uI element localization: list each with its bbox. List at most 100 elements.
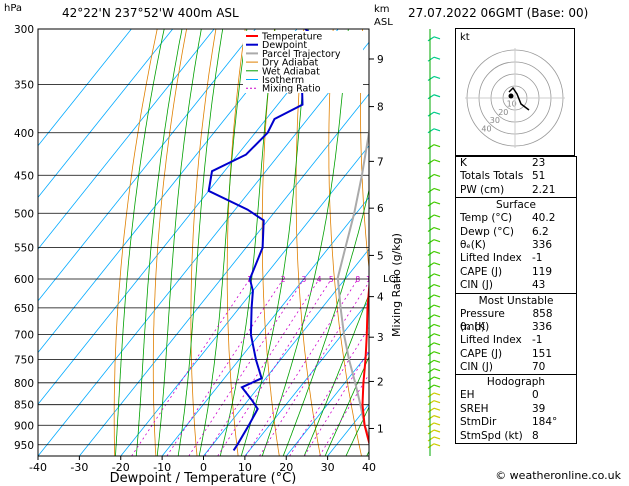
wind-barb — [433, 422, 441, 426]
wind-barb — [427, 284, 435, 290]
legend-entry: Parcel Trajectory — [262, 49, 341, 60]
wind-barb — [427, 351, 435, 357]
mixing-ratio-line — [304, 349, 369, 456]
pressure-tick-label: 850 — [14, 400, 34, 412]
wet-adiabat-line — [324, 355, 369, 456]
wind-barb — [433, 56, 441, 60]
row-label: CAPE (J) — [460, 347, 503, 360]
wet-adiabat-line — [303, 292, 369, 456]
dry-adiabat-line — [295, 29, 321, 456]
lcl-label: LCL — [383, 274, 402, 285]
isotherm-line — [120, 145, 369, 456]
wind-barb — [433, 111, 441, 115]
pressure-tick-label: 750 — [14, 355, 34, 367]
row-value: 43 — [532, 279, 546, 292]
row-label: PW (cm) — [460, 183, 505, 196]
hodograph-table-title: Hodograph — [456, 374, 576, 389]
isotherm-line — [38, 29, 298, 354]
wind-barb — [427, 443, 435, 449]
mixing-ratio-label: 5 — [329, 275, 334, 284]
dry-adiabat-line — [360, 29, 369, 272]
mixing-ratio-label: 8 — [355, 275, 360, 284]
row-value: 336 — [532, 320, 553, 333]
wind-barb — [433, 144, 441, 148]
table-row: CIN (J) 70 — [456, 361, 576, 374]
km-tick-label: 5 — [377, 250, 384, 262]
wind-barb — [427, 144, 435, 150]
most-unstable-title: Most Unstable — [456, 292, 576, 308]
dry-adiabat-line — [152, 29, 187, 456]
isotherm-line — [38, 29, 132, 147]
mixing-ratio-axis-label: Mixing Ratio (g/kg) — [390, 233, 403, 337]
wind-barb — [433, 384, 441, 388]
km-tick-label: 1 — [377, 423, 384, 435]
legend-entry: Dry Adiabat — [262, 58, 319, 69]
wind-barb — [427, 422, 435, 428]
isotherm-line — [38, 29, 256, 302]
wind-barb — [433, 443, 441, 447]
wind-barb — [427, 407, 435, 413]
table-row: CAPE (J) 119 — [456, 266, 576, 279]
row-label: Lifted Index — [460, 334, 522, 347]
temp-tick-label: -40 — [29, 461, 47, 474]
wind-barb — [433, 75, 441, 80]
wind-barb — [427, 111, 435, 117]
wind-barb — [433, 392, 441, 396]
row-label: θₑ (K) — [460, 320, 490, 333]
wet-adiabat-line — [114, 29, 165, 456]
wind-barb — [433, 159, 441, 163]
station-header: 42°22'N 237°52'W 400m ASL — [62, 6, 239, 20]
wind-barb — [427, 376, 435, 382]
wind-barb — [433, 415, 441, 419]
isotherm-line — [285, 351, 369, 456]
isotherm-line — [244, 300, 369, 456]
row-value: 336 — [532, 238, 553, 251]
wind-barb — [427, 342, 435, 348]
legend-entry: Mixing Ratio — [262, 84, 321, 95]
legend-entry: Dewpoint — [262, 40, 307, 51]
km-tick-label: 4 — [377, 292, 384, 304]
wind-barb — [427, 128, 435, 134]
mixing-ratio-label: 2 — [281, 275, 286, 284]
wind-barb — [427, 214, 435, 220]
credit-text: © weatheronline.co.uk — [495, 469, 621, 482]
wind-barb — [427, 187, 435, 193]
mixing-ratio-label: 10 — [366, 275, 376, 284]
temp-tick-label: -30 — [70, 461, 88, 474]
row-value: 39 — [532, 402, 546, 415]
row-value: 40.2 — [532, 212, 556, 225]
wind-barb — [427, 173, 435, 179]
temp-tick-label: -10 — [153, 461, 171, 474]
km-tick-label: 3 — [377, 332, 384, 344]
hodograph-trace — [508, 86, 530, 111]
wind-barb — [433, 429, 441, 433]
km-tick-label: 8 — [377, 102, 384, 114]
wind-barb — [433, 36, 441, 40]
table-row: θₑ (K) 336 — [456, 321, 576, 334]
row-value: 119 — [532, 265, 553, 278]
legend-entry: Temperature — [261, 32, 322, 43]
row-value: 70 — [532, 361, 546, 374]
dry-adiabat-line — [113, 29, 158, 456]
height-unit-label: km ASL — [374, 3, 393, 29]
wind-barb — [433, 94, 441, 98]
wind-barb — [427, 368, 435, 374]
legend-box — [243, 31, 363, 93]
datetime-header: 27.07.2022 06GMT (Base: 00) — [408, 6, 589, 20]
temp-tick-label: 20 — [279, 461, 293, 474]
pressure-tick-label: 600 — [14, 274, 34, 286]
wind-barb — [427, 36, 435, 42]
wind-barb — [427, 359, 435, 365]
pressure-tick-label: 950 — [14, 440, 34, 452]
table-row: Pressure (mb) 858 — [456, 308, 576, 333]
wind-barb — [433, 128, 441, 132]
row-value: 8 — [532, 429, 539, 442]
wind-barb — [427, 273, 435, 279]
wind-barb — [433, 368, 441, 372]
temp-tick-label: 40 — [362, 461, 376, 474]
row-value: 151 — [532, 347, 553, 360]
row-label: CIN (J) — [460, 361, 493, 374]
wind-barb — [427, 262, 435, 268]
row-value: -1 — [532, 334, 543, 347]
